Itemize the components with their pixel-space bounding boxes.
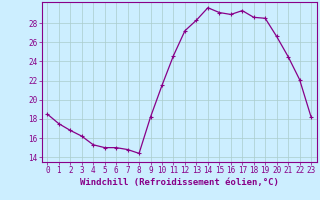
- X-axis label: Windchill (Refroidissement éolien,°C): Windchill (Refroidissement éolien,°C): [80, 178, 279, 187]
